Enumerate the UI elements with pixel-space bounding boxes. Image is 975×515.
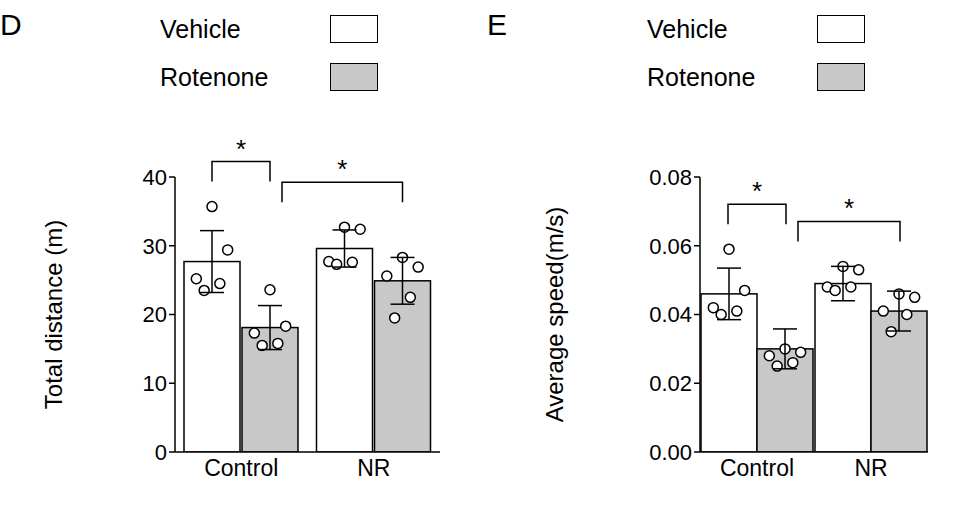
svg-text:Control: Control [720, 455, 794, 481]
svg-text:*: * [752, 176, 762, 206]
svg-text:10: 10 [143, 371, 167, 396]
html-text:Vehicle: Vehicle [160, 14, 241, 43]
svg-text:*: * [844, 193, 854, 223]
svg-text:*: * [236, 134, 246, 164]
svg-text:0.06: 0.06 [649, 234, 692, 259]
svg-text:0: 0 [155, 440, 167, 465]
svg-text:*: * [337, 154, 347, 184]
svg-text:NR: NR [854, 455, 887, 481]
svg-text:40: 40 [143, 165, 167, 190]
html-text:E: E [487, 8, 507, 41]
svg-text:20: 20 [143, 302, 167, 327]
svg-text:Total distance (m): Total distance (m) [40, 220, 67, 409]
svg-text:0.00: 0.00 [649, 440, 692, 465]
svg-text:Control: Control [204, 455, 278, 481]
html-text:Rotenone: Rotenone [160, 62, 269, 91]
html-text:Vehicle: Vehicle [647, 14, 728, 43]
svg-text:0.04: 0.04 [649, 302, 692, 327]
html-text:D: D [0, 8, 22, 41]
svg-text:0.08: 0.08 [649, 165, 692, 190]
svg-text:NR: NR [357, 455, 390, 481]
svg-text:30: 30 [143, 234, 167, 259]
html-text:Rotenone: Rotenone [647, 62, 756, 91]
svg-text:Average speed(m/s): Average speed(m/s) [541, 207, 568, 423]
svg-text:0.02: 0.02 [649, 371, 692, 396]
